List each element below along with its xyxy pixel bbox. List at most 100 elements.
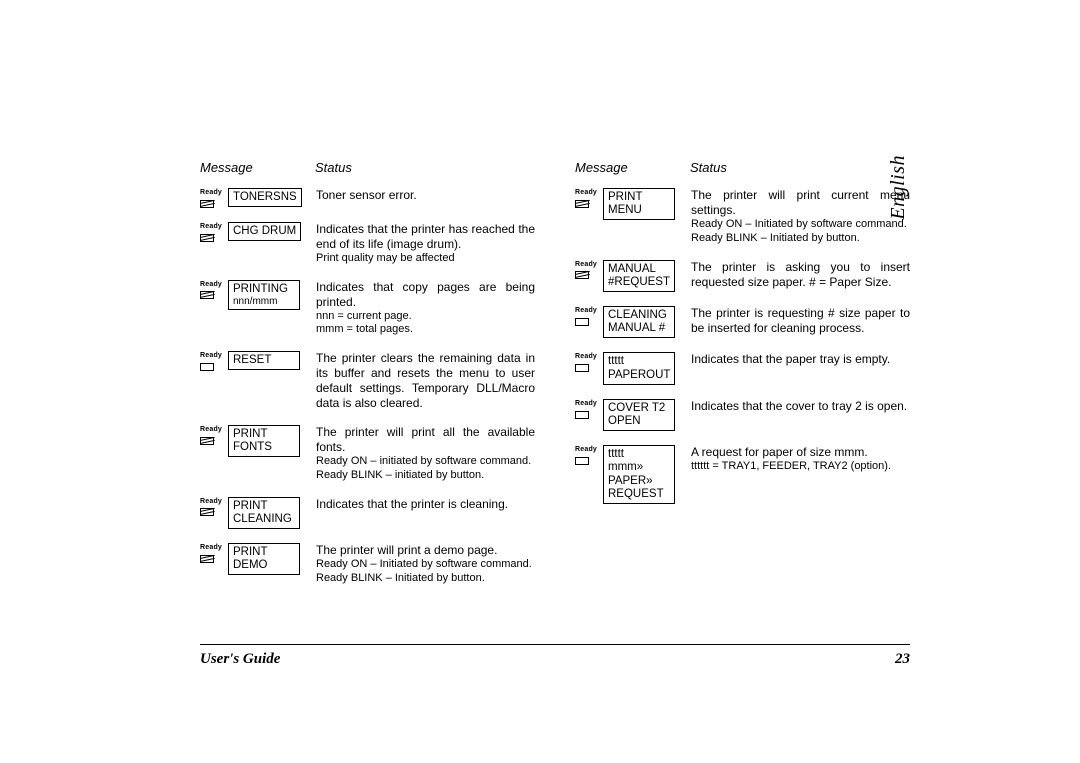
message-column: tttttmmm»PAPER»REQUEST bbox=[603, 445, 681, 504]
message-line: MANUAL bbox=[608, 263, 670, 276]
status-entry: Ready PRINTFONTS The printer will print al… bbox=[200, 425, 535, 483]
status-column: Indicates that the cover to tray 2 is op… bbox=[681, 399, 910, 414]
indicator-column: Ready bbox=[200, 497, 228, 517]
message-line: ttttt bbox=[608, 355, 670, 368]
status-column: Indicates that the printer is cleaning. bbox=[306, 497, 535, 512]
status-column: Indicates that the printer has reached t… bbox=[306, 222, 535, 266]
status-entry: ReadyMANUAL#REQUESTThe printer is asking… bbox=[575, 260, 910, 292]
indicator-column: Ready bbox=[575, 188, 603, 208]
footer-page-number: 23 bbox=[895, 651, 910, 668]
footer-rule bbox=[200, 644, 910, 645]
status-text: The printer will print a demo page. bbox=[316, 543, 535, 558]
status-entry: ReadyPRINTINGnnn/mmmIndicates that copy … bbox=[200, 280, 535, 338]
message-column: CLEANINGMANUAL # bbox=[603, 306, 681, 338]
message-line: mmm» bbox=[608, 461, 670, 474]
message-line: CHG DRUM bbox=[233, 225, 296, 238]
message-line: PRINT bbox=[608, 191, 670, 204]
message-line: MANUAL # bbox=[608, 322, 670, 335]
message-line: PAPEROUT bbox=[608, 369, 670, 382]
message-line: PRINT bbox=[233, 546, 295, 559]
status-subtext: Ready ON – initiated by software command… bbox=[316, 455, 535, 469]
column-header: Message Status bbox=[200, 160, 535, 178]
status-text: The printer clears the remaining data in… bbox=[316, 351, 535, 411]
ready-led-blink-icon bbox=[200, 234, 214, 242]
status-column: The printer clears the remaining data in… bbox=[306, 351, 535, 411]
status-column: The printer is requesting # size paper t… bbox=[681, 306, 910, 336]
ready-led-blink-icon bbox=[200, 508, 214, 516]
ready-led-blink-icon bbox=[200, 200, 214, 208]
status-subtext: Print quality may be affected bbox=[316, 252, 535, 266]
header-status: Status bbox=[690, 160, 910, 175]
indicator-column: Ready bbox=[200, 425, 228, 445]
status-column: Indicates that the paper tray is empty. bbox=[681, 352, 910, 367]
message-column: MANUAL#REQUEST bbox=[603, 260, 681, 292]
status-entry: Ready PRINTDEMO The printer will print a d… bbox=[200, 543, 535, 586]
header-status: Status bbox=[315, 160, 535, 175]
message-line: #REQUEST bbox=[608, 276, 670, 289]
indicator-column: Ready bbox=[200, 543, 228, 563]
message-line: COVER T2 bbox=[608, 402, 670, 415]
ready-label: Ready bbox=[575, 189, 597, 198]
status-column: The printer is asking you to insert requ… bbox=[681, 260, 910, 290]
status-text: Indicates that the printer is cleaning. bbox=[316, 497, 535, 512]
status-subtext: Ready BLINK – Initiated by button. bbox=[316, 572, 535, 586]
ready-led-off-icon bbox=[575, 457, 589, 465]
message-line: PRINT bbox=[233, 428, 295, 441]
header-message: Message bbox=[200, 160, 315, 175]
ready-label: Ready bbox=[200, 544, 222, 553]
indicator-column: Ready bbox=[200, 280, 228, 300]
message-box: PRINTMENU bbox=[603, 188, 675, 220]
status-subtext: Ready BLINK – Initiated by button. bbox=[691, 232, 910, 246]
message-column: COVER T2OPEN bbox=[603, 399, 681, 431]
message-line: FONTS bbox=[233, 441, 295, 454]
message-box: RESET bbox=[228, 351, 300, 370]
ready-label: Ready bbox=[200, 223, 222, 232]
ready-label: Ready bbox=[575, 307, 597, 316]
message-column: PRINTMENU bbox=[603, 188, 681, 220]
status-column: The printer will print all the available… bbox=[306, 425, 535, 483]
message-line: PRINT bbox=[233, 500, 295, 513]
status-column: The printer will print current menu sett… bbox=[681, 188, 910, 246]
message-line: CLEANING bbox=[608, 309, 670, 322]
ready-label: Ready bbox=[575, 400, 597, 409]
ready-label: Ready bbox=[575, 446, 597, 455]
ready-label: Ready bbox=[200, 189, 222, 198]
document-page: Message Status ReadyTONERSNSToner sensor… bbox=[0, 0, 1080, 763]
message-line: DEMO bbox=[233, 559, 295, 572]
indicator-column: Ready bbox=[200, 188, 228, 208]
status-text: Indicates that the printer has reached t… bbox=[316, 222, 535, 252]
indicator-column: Ready bbox=[200, 351, 228, 371]
status-entry: Ready PRINTMENU The printer will print cur… bbox=[575, 188, 910, 246]
message-box: tttttmmm»PAPER»REQUEST bbox=[603, 445, 675, 504]
message-box: PRINTDEMO bbox=[228, 543, 300, 575]
status-text: The printer will print current menu sett… bbox=[691, 188, 910, 218]
status-subtext: Ready ON – Initiated by software command… bbox=[316, 558, 535, 572]
ready-label: Ready bbox=[200, 352, 222, 361]
message-column: PRINTCLEANING bbox=[228, 497, 306, 529]
indicator-column: Ready bbox=[575, 306, 603, 326]
status-text: Indicates that the cover to tray 2 is op… bbox=[691, 399, 910, 414]
status-entry: Ready PRINTCLEANING Indicates that the pri… bbox=[200, 497, 535, 529]
entries-left: ReadyTONERSNSToner sensor error.ReadyCHG… bbox=[200, 188, 535, 585]
ready-led-off-icon bbox=[575, 364, 589, 372]
status-entry: Ready RESET The printer clears the remaini… bbox=[200, 351, 535, 411]
message-box: PRINTCLEANING bbox=[228, 497, 300, 529]
status-text: The printer is requesting # size paper t… bbox=[691, 306, 910, 336]
indicator-column: Ready bbox=[200, 222, 228, 242]
message-column: PRINTDEMO bbox=[228, 543, 306, 575]
language-tab: English bbox=[887, 155, 910, 220]
indicator-column: Ready bbox=[575, 352, 603, 372]
status-subtext: mmm = total pages. bbox=[316, 323, 535, 337]
message-line: REQUEST bbox=[608, 488, 670, 501]
message-line: PRINTING bbox=[233, 283, 295, 296]
message-line: PAPER» bbox=[608, 475, 670, 488]
status-text: The printer is asking you to insert requ… bbox=[691, 260, 910, 290]
ready-led-blink-icon bbox=[200, 555, 214, 563]
footer-title: User's Guide bbox=[200, 651, 280, 668]
status-subtext: nnn = current page. bbox=[316, 310, 535, 324]
ready-label: Ready bbox=[200, 498, 222, 507]
indicator-column: Ready bbox=[575, 260, 603, 280]
message-column: CHG DRUM bbox=[228, 222, 306, 241]
message-box: CLEANINGMANUAL # bbox=[603, 306, 675, 338]
ready-label: Ready bbox=[200, 281, 222, 290]
